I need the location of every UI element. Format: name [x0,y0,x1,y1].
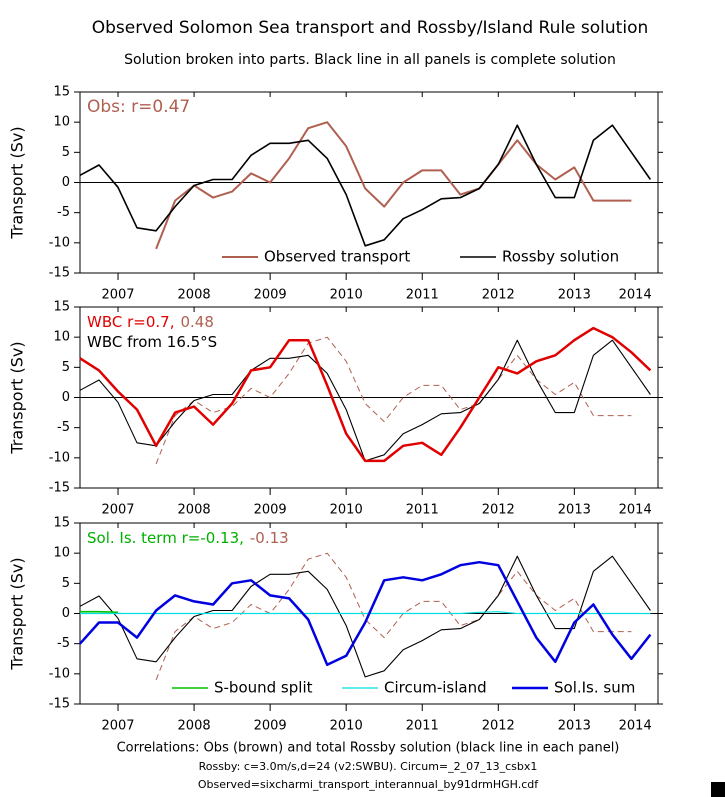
y-tick-label: -15 [49,481,70,496]
corner-mark [711,782,725,797]
legend-label: Sol.Is. sum [554,679,635,697]
series-line [79,339,651,462]
y-tick-label: -5 [57,420,70,435]
series-line [80,611,651,615]
x-tick-label: 2011 [406,719,439,734]
x-tick-label: 2008 [178,719,211,734]
y-tick-label: -10 [49,450,70,465]
series-line [155,552,632,681]
x-tick-label: 2010 [330,288,363,303]
x-tick-label: 2013 [558,288,591,303]
subtitle: Solution broken into parts. Black line i… [124,52,616,68]
y-tick-label: 0 [62,606,70,621]
x-tick-label: 2011 [406,503,439,518]
x-tick-label: 2014 [619,503,652,518]
legend-label: Observed transport [264,248,410,266]
y-tick-label: 15 [53,300,70,315]
y-tick-label: -5 [57,636,70,651]
series-line [80,610,119,614]
y-tick-label: -5 [57,205,70,220]
y-tick-label: 15 [53,516,70,531]
annotation-part: -0.13 [250,529,289,547]
y-tick-label: -10 [49,666,70,681]
y-tick-label: 10 [53,546,70,561]
x-tick-label: 2009 [254,288,287,303]
x-tick-label: 2009 [254,719,287,734]
annotation-part: 0.48 [180,313,213,331]
x-tick-label: 2012 [482,719,515,734]
x-tick-label: 2012 [482,503,515,518]
x-tick-label: 2013 [558,503,591,518]
y-tick-label: -15 [49,697,70,712]
y-tick-label: 5 [62,576,70,591]
x-tick-label: 2010 [330,719,363,734]
legend-label: Rossby solution [502,248,619,266]
y-tick-label: 10 [53,330,70,345]
series-line [79,326,652,463]
title: Observed Solomon Sea transport and Rossb… [92,18,649,38]
footnote: Rossby: c=3.0m/s,d=24 (v2:SWBU). Circum=… [199,760,538,773]
annotation: WBC r=0.7, 0.48 [87,313,214,331]
x-tick-label: 2011 [406,288,439,303]
y-tick-label: 5 [62,360,70,375]
x-tick-label: 2010 [330,503,363,518]
x-tick-label: 2007 [101,719,134,734]
y-tick-label: -10 [49,235,70,250]
x-tick-label: 2007 [101,288,134,303]
annotation-part: WBC from 16.5°S [87,333,217,351]
series-line [155,121,632,250]
x-tick-label: 2009 [254,503,287,518]
y-axis-label: Transport (Sv) [8,126,27,239]
x-tick-label: 2013 [558,719,591,734]
y-tick-label: 15 [53,85,70,100]
x-tick-label: 2012 [482,288,515,303]
legend-label: S-bound split [214,679,313,697]
annotation: Sol. Is. term r=-0.13, -0.13 [87,529,289,547]
series-line [79,555,651,678]
y-tick-label: -15 [49,266,70,281]
y-axis-label: Transport (Sv) [8,341,27,454]
y-tick-label: 5 [62,145,70,160]
annotation-part: WBC r=0.7, [87,313,174,331]
legend-label: Circum-island [384,679,487,697]
footnote: Observed=sixcharmi_transport_interannual… [198,778,539,791]
series-line [79,560,652,667]
x-tick-label: 2008 [178,288,211,303]
x-tick-label: 2007 [101,503,134,518]
y-tick-label: 0 [62,390,70,405]
annotation-part: Obs: r=0.47 [87,97,190,117]
y-tick-label: 10 [53,115,70,130]
x-tick-label: 2014 [619,288,652,303]
y-axis-label: Transport (Sv) [8,557,27,670]
y-tick-label: 0 [62,175,70,190]
footnote: Correlations: Obs (brown) and total Ross… [117,741,620,756]
x-tick-label: 2008 [178,503,211,518]
series-line [155,336,632,465]
annotation-part: Sol. Is. term r=-0.13, [87,529,244,547]
series-line [79,124,652,247]
annotation: Obs: r=0.47 [87,97,190,117]
annotation: WBC from 16.5°S [87,333,217,351]
x-tick-label: 2014 [619,719,652,734]
